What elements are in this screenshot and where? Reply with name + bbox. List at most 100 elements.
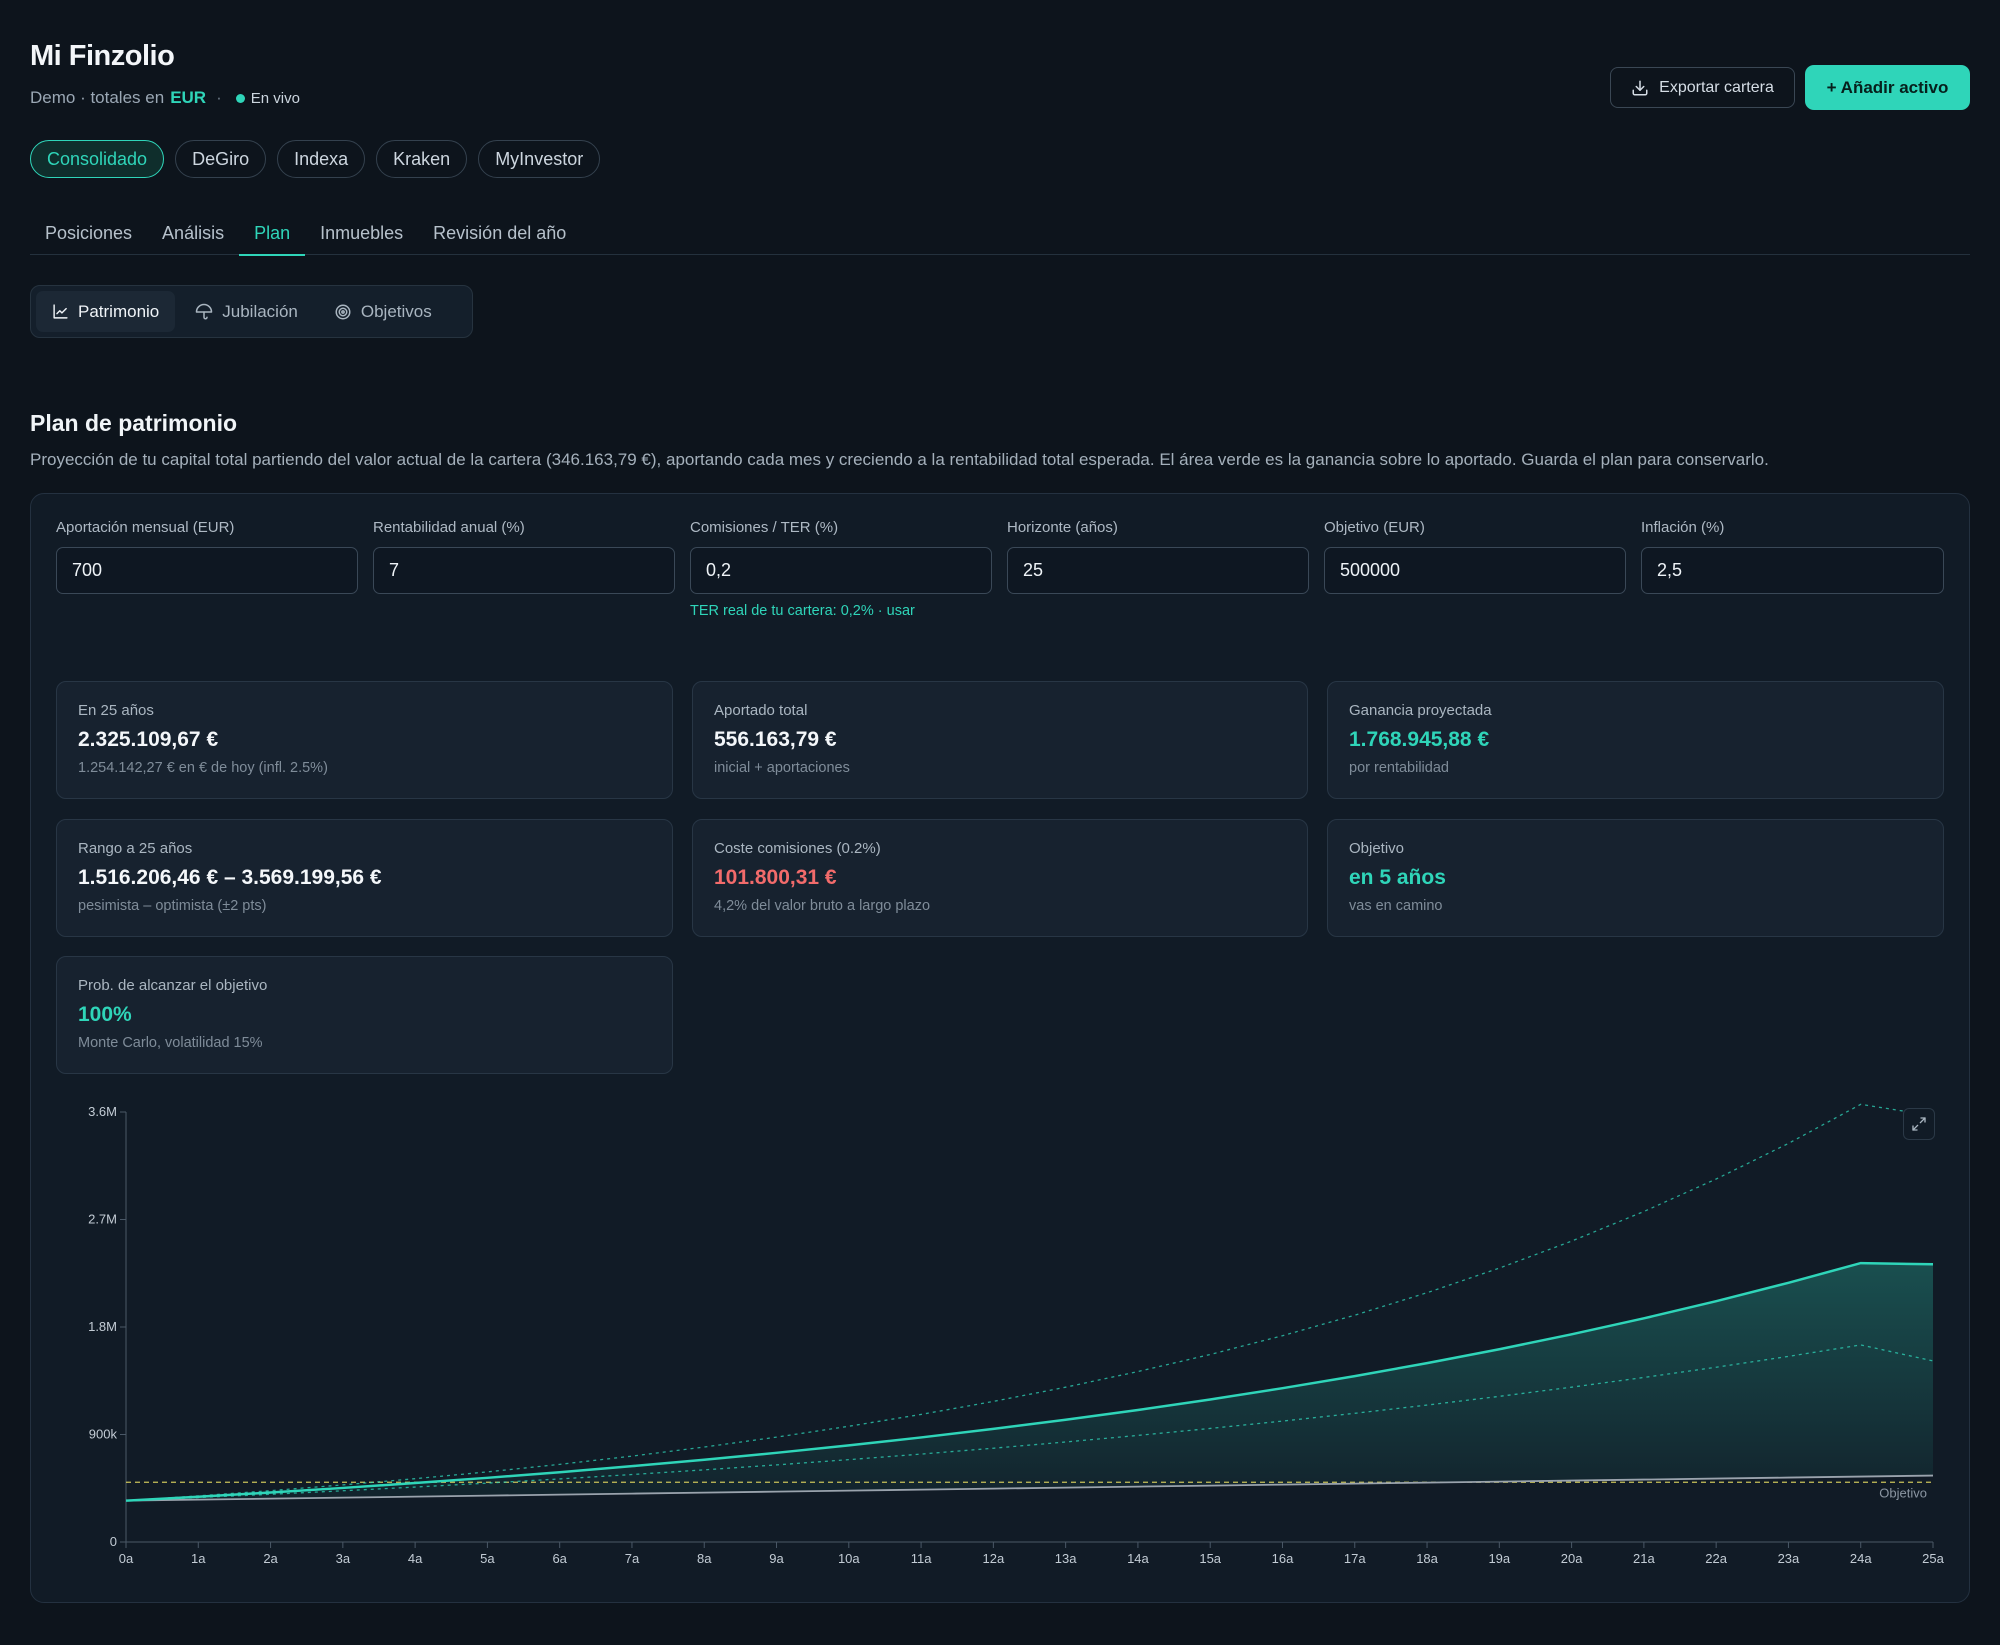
expand-icon [1912,1117,1926,1131]
card-label: Coste comisiones (0.2%) [714,840,881,857]
x-tick-label: 20a [1561,1551,1583,1566]
section-description: Proyección de tu capital total partiendo… [30,450,1769,469]
x-tick-label: 11a [911,1551,932,1566]
card-label: Aportado total [714,702,808,719]
subtab-objetivos[interactable]: Objetivos [318,291,448,332]
wealth-projection-chart: 0 900k 1.8M 2.7M 3.6M 0a 1a 2a 3a 4a 5a 6a 7a 8a 9a 10a… [60,1090,1960,1570]
subtab-patrimonio[interactable]: Patrimonio [36,291,176,332]
x-tick-label: 10a [838,1551,860,1566]
card-label: Ganancia proyectada [1349,702,1492,719]
field-label: Rentabilidad anual (%) [373,519,525,536]
ter-hint-link[interactable]: TER real de tu cartera: 0,2% · usar [690,603,915,619]
x-tick-label: 2a [263,1551,278,1566]
live-dot-icon [235,93,245,103]
broker-pill-consolidado[interactable]: Consolidado [30,140,165,178]
stat-card-final-value: En 25 años 2.325.109,67 € 1.254.142,27 €… [56,681,673,799]
inflation-input[interactable]: 2,5 [1641,547,1944,594]
field-label: Inflación (%) [1641,519,1725,536]
contributed-line [125,1474,1934,1502]
stat-card-range: Rango a 25 años 1.516.206,46 € – 3.569.1… [56,819,673,937]
field-target: Objetivo (EUR) 500000 [1324,519,1626,594]
plan-subtabs: Patrimonio Jubilación Objetivos [30,285,473,338]
x-tick-label: 14a [1127,1551,1149,1566]
x-tick-label: 5a [480,1551,495,1566]
field-annual-return: Rentabilidad anual (%) 7 [373,519,675,594]
card-value: 556.163,79 € [714,728,837,751]
optimistic-line [125,1103,1934,1502]
subtab-label: Objetivos [360,301,432,321]
x-tick-label: 7a [625,1551,640,1566]
card-value: en 5 años [1349,866,1446,889]
stat-card-target: Objetivo en 5 años vas en camino [1327,819,1944,937]
x-tick-label: 0a [119,1551,134,1566]
x-tick-label: 17a [1344,1551,1366,1566]
subtab-label: Jubilación [222,301,298,321]
card-value: 100% [78,1003,132,1026]
x-tick-label: 9a [769,1551,784,1566]
fees-input[interactable]: 0,2 [690,547,992,594]
x-tick-label: 4a [408,1551,423,1566]
section-title: Plan de patrimonio [30,410,238,436]
export-portfolio-button[interactable]: Exportar cartera [1610,67,1795,108]
tab-analisis[interactable]: Análisis [162,223,225,243]
expand-chart-button[interactable] [1903,1108,1935,1140]
x-tick-label: 24a [1850,1551,1872,1566]
broker-pill-kraken[interactable]: Kraken [376,140,468,178]
field-label: Aportación mensual (EUR) [56,519,235,536]
chart-line-icon [53,304,68,319]
currency-label: EUR [170,88,207,107]
x-tick-label: 19a [1488,1551,1510,1566]
export-label: Exportar cartera [1659,78,1774,96]
tab-revision-del-ano[interactable]: Revisión del año [433,223,567,243]
monthly-contribution-input[interactable]: 700 [56,547,358,594]
tab-inmuebles[interactable]: Inmuebles [320,223,404,243]
subtab-label: Patrimonio [78,301,160,321]
subtitle-prefix: Demo · totales en [30,88,165,107]
card-sub: pesimista – optimista (±2 pts) [78,898,267,914]
y-tick-label: 1.8M [88,1319,117,1334]
main-tabs: Posiciones Análisis Plan Inmuebles Revis… [30,212,1970,256]
card-sub: 1.254.142,27 € en € de hoy (infl. 2.5%) [78,760,328,776]
x-tick-label: 23a [1778,1551,1800,1566]
subtab-jubilacion[interactable]: Jubilación [179,291,314,332]
target-label: Objetivo [1879,1485,1927,1500]
broker-filter: Consolidado DeGiro Indexa Kraken MyInves… [30,140,601,178]
download-icon [1632,80,1648,95]
x-tick-label: 25a [1922,1551,1944,1566]
live-status: En vivo [250,89,300,107]
tab-plan[interactable]: Plan [239,212,306,256]
card-sub: vas en camino [1349,898,1443,914]
broker-pill-indexa[interactable]: Indexa [277,140,366,178]
x-tick-label: 18a [1416,1551,1438,1566]
card-sub: por rentabilidad [1349,760,1449,776]
y-tick-label: 900k [89,1427,118,1442]
x-tick-label: 1a [191,1551,206,1566]
target-icon [335,304,351,319]
x-tick-label: 8a [697,1551,712,1566]
app-title: Mi Finzolio [30,40,175,72]
chart-svg: 0 900k 1.8M 2.7M 3.6M 0a 1a 2a 3a 4a 5a 6a 7a 8a 9a 10a… [88,1103,1945,1566]
x-tick-label: 15a [1199,1551,1221,1566]
broker-pill-myinvestor[interactable]: MyInvestor [478,140,601,178]
x-tick-label: 6a [552,1551,567,1566]
x-tick-label: 22a [1705,1551,1727,1566]
projected-line [125,1261,1934,1502]
card-sub: 4,2% del valor bruto a largo plazo [714,898,931,914]
field-label: Objetivo (EUR) [1324,519,1425,536]
card-sub: inicial + aportaciones [714,760,850,776]
annual-return-input[interactable]: 7 [373,547,675,594]
x-tick-label: 13a [1055,1551,1077,1566]
add-asset-button[interactable]: + Añadir activo [1805,65,1970,110]
x-tick-label: 21a [1633,1551,1655,1566]
target-input[interactable]: 500000 [1324,547,1626,594]
stat-card-fee-cost: Coste comisiones (0.2%) 101.800,31 € 4,2… [692,819,1308,937]
field-fees: Comisiones / TER (%) 0,2 TER real de tu … [690,519,992,619]
stat-card-contributed: Aportado total 556.163,79 € inicial + ap… [692,681,1308,799]
x-tick-label: 3a [336,1551,351,1566]
x-tick-label: 16a [1272,1551,1294,1566]
broker-pill-degiro[interactable]: DeGiro [175,140,267,178]
field-inflation: Inflación (%) 2,5 [1641,519,1944,594]
card-value: 1.516.206,46 € – 3.569.199,56 € [78,866,382,889]
tab-posiciones[interactable]: Posiciones [45,223,133,243]
horizon-input[interactable]: 25 [1007,547,1309,594]
